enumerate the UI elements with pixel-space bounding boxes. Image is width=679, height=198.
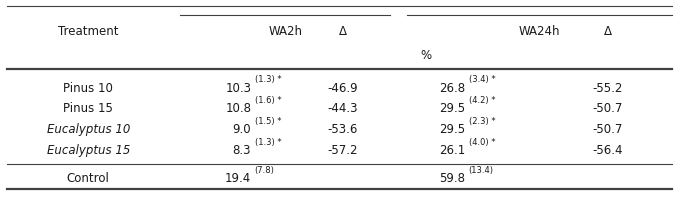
Text: 10.3: 10.3 xyxy=(225,82,251,95)
Text: Pinus 10: Pinus 10 xyxy=(63,82,113,95)
Text: Eucalyptus 15: Eucalyptus 15 xyxy=(47,144,130,157)
Text: 29.5: 29.5 xyxy=(439,123,465,136)
Text: (1.3) *: (1.3) * xyxy=(255,138,281,147)
Text: 9.0: 9.0 xyxy=(233,123,251,136)
Text: (7.8): (7.8) xyxy=(255,166,274,175)
Text: (4.0) *: (4.0) * xyxy=(469,138,495,147)
Text: 26.8: 26.8 xyxy=(439,82,465,95)
Text: (13.4): (13.4) xyxy=(469,166,494,175)
Text: (4.2) *: (4.2) * xyxy=(469,96,495,105)
Text: WA2h: WA2h xyxy=(268,25,302,38)
Text: 8.3: 8.3 xyxy=(233,144,251,157)
Text: Treatment: Treatment xyxy=(58,25,119,38)
Text: Δ: Δ xyxy=(339,25,347,38)
Text: (3.4) *: (3.4) * xyxy=(469,75,495,84)
Text: %: % xyxy=(420,49,432,62)
Text: -55.2: -55.2 xyxy=(593,82,623,95)
Text: (1.3) *: (1.3) * xyxy=(255,75,281,84)
Text: Pinus 15: Pinus 15 xyxy=(63,102,113,115)
Text: -57.2: -57.2 xyxy=(328,144,358,157)
Text: 10.8: 10.8 xyxy=(225,102,251,115)
Text: (1.5) *: (1.5) * xyxy=(255,117,281,126)
Text: Control: Control xyxy=(67,172,110,185)
Text: 29.5: 29.5 xyxy=(439,102,465,115)
Text: 19.4: 19.4 xyxy=(225,172,251,185)
Text: -56.4: -56.4 xyxy=(593,144,623,157)
Text: (1.6) *: (1.6) * xyxy=(255,96,281,105)
Text: -53.6: -53.6 xyxy=(328,123,358,136)
Text: Eucalyptus 10: Eucalyptus 10 xyxy=(47,123,130,136)
Text: 59.8: 59.8 xyxy=(439,172,465,185)
Text: -50.7: -50.7 xyxy=(593,123,623,136)
Text: WA24h: WA24h xyxy=(519,25,561,38)
Text: -46.9: -46.9 xyxy=(327,82,359,95)
Text: -44.3: -44.3 xyxy=(328,102,358,115)
Text: (2.3) *: (2.3) * xyxy=(469,117,495,126)
Text: 26.1: 26.1 xyxy=(439,144,465,157)
Text: -50.7: -50.7 xyxy=(593,102,623,115)
Text: Δ: Δ xyxy=(604,25,612,38)
